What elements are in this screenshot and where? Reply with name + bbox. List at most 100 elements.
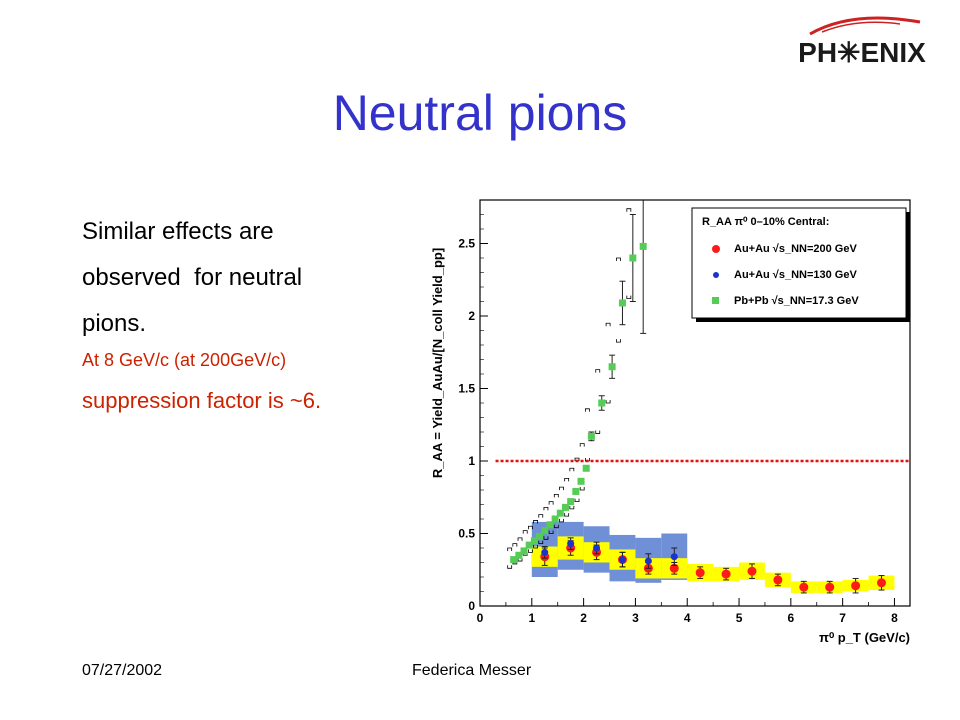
pbpb-point (520, 547, 528, 555)
pbpb-point (582, 464, 590, 472)
x-tick-label: 7 (839, 611, 846, 625)
y-tick-label: 2.5 (458, 237, 475, 251)
x-tick-label: 6 (787, 611, 794, 625)
bracket-hi (626, 208, 632, 212)
pbpb-point (561, 503, 569, 511)
bracket-lo (626, 295, 632, 299)
bracket-hi (605, 322, 611, 327)
pbpb-point (639, 242, 647, 250)
bracket-lo (605, 400, 611, 404)
x-tick-label: 4 (684, 611, 691, 625)
bracket-hi (559, 486, 564, 491)
auau130-point (567, 540, 575, 548)
bullet-line-3: pions. (82, 310, 147, 337)
footer-author: Federica Messer (412, 662, 532, 679)
bracket-hi (574, 457, 580, 462)
bracket-lo (553, 524, 559, 529)
x-tick-label: 5 (736, 611, 743, 625)
bracket-lo (579, 487, 585, 491)
bracket-lo (574, 498, 580, 502)
bracket-lo (569, 505, 575, 510)
bracket-lo (533, 545, 538, 549)
pbpb-point (525, 541, 533, 549)
phenix-logo: PH✳ENIX (798, 16, 926, 68)
auau200-point (747, 566, 757, 576)
bracket-hi (584, 408, 590, 412)
auau200-point (721, 569, 731, 579)
bracket-lo (564, 513, 570, 517)
systematic-brackets (507, 208, 632, 569)
auau200-point (825, 582, 835, 592)
pbpb-point (515, 551, 523, 559)
chart-legend: R_AA π⁰ 0–10% Central: Au+Au √s_NN=200 Ge… (691, 207, 910, 322)
bracket-lo (507, 565, 513, 569)
slide-title: Neutral pions (332, 85, 628, 141)
legend-marker-auau200 (712, 245, 720, 253)
x-tick-label: 3 (632, 611, 639, 625)
pbpb-point (572, 487, 580, 495)
pbpb-point (546, 521, 554, 529)
legend-box (691, 207, 907, 319)
pbpb-point (536, 532, 544, 540)
pbpb-point (577, 477, 585, 485)
pbpb-point (598, 399, 606, 407)
bracket-lo (559, 518, 564, 523)
axis-labels: π⁰ p_T (GeV/c) R_AA = Yield_AuAu/[N_coll … (430, 248, 910, 645)
bracket-lo (527, 549, 533, 553)
note-line-1: At 8 GeV/c (at 200GeV/c) (82, 350, 287, 370)
bracket-hi (579, 443, 585, 447)
bracket-hi (543, 507, 549, 511)
pbpb-point (567, 498, 575, 506)
pbpb-point (608, 363, 616, 371)
auau200-point (669, 563, 679, 573)
legend-marker-pbpb (712, 297, 719, 304)
auau130-point (541, 548, 549, 556)
y-axis-label: R_AA = Yield_AuAu/[N_coll Yield_pp] (430, 248, 445, 478)
bracket-hi (553, 493, 559, 498)
legend-marker-auau130 (713, 272, 719, 278)
pbpb-point (541, 527, 549, 535)
auau200-point (695, 568, 705, 578)
logo-wordmark: PH✳ENIX (798, 37, 926, 68)
bracket-hi (616, 257, 621, 261)
bracket-hi (517, 537, 523, 541)
x-tick-label: 0 (477, 611, 484, 625)
axis-ticks: 0 1 2 3 4 5 6 7 8 0 0.5 1 1.5 2 2.5 (458, 214, 898, 625)
y-tick-label: 2 (468, 309, 475, 323)
bracket-lo (548, 530, 554, 534)
y-tick-label: 0 (468, 599, 475, 613)
bracket-lo (595, 430, 601, 434)
systematic-bands (531, 521, 895, 593)
bracket-lo (538, 540, 544, 545)
pbpb-point (629, 254, 637, 262)
bracket-lo (517, 558, 523, 562)
legend-entry-label: Pb+Pb √s_NN=17.3 GeV (734, 295, 859, 307)
auau200-point (877, 578, 887, 588)
bracket-hi (522, 530, 528, 534)
pbpb-point (618, 299, 626, 307)
legend-title: R_AA π⁰ 0–10% Central: (702, 216, 829, 228)
x-tick-label: 8 (891, 611, 898, 625)
note-line-2: suppression factor is ~6. (82, 388, 322, 413)
bracket-hi (512, 543, 518, 547)
legend-entry-label: Au+Au √s_NN=200 GeV (734, 243, 857, 255)
footer-date: 07/27/2002 (82, 662, 163, 679)
auau130-point (644, 557, 652, 565)
pbpb-point (530, 537, 538, 545)
legend-entry-label: Au+Au √s_NN=130 GeV (734, 269, 857, 281)
bracket-hi (595, 369, 601, 373)
bracket-hi (507, 547, 513, 551)
auau200-point (773, 575, 783, 585)
bullet-line-2: observed for neutral (82, 264, 303, 291)
pbpb-point (551, 515, 559, 523)
bracket-hi (548, 501, 554, 505)
bracket-lo (543, 536, 549, 540)
y-tick-label: 0.5 (458, 527, 475, 541)
auau200-point (799, 582, 809, 592)
pbpb-point (510, 556, 518, 564)
bracket-hi (569, 467, 575, 472)
bracket-lo (616, 339, 621, 343)
x-axis-label: π⁰ p_T (GeV/c) (819, 630, 910, 645)
auau130-point (670, 553, 678, 561)
y-tick-label: 1 (468, 454, 475, 468)
